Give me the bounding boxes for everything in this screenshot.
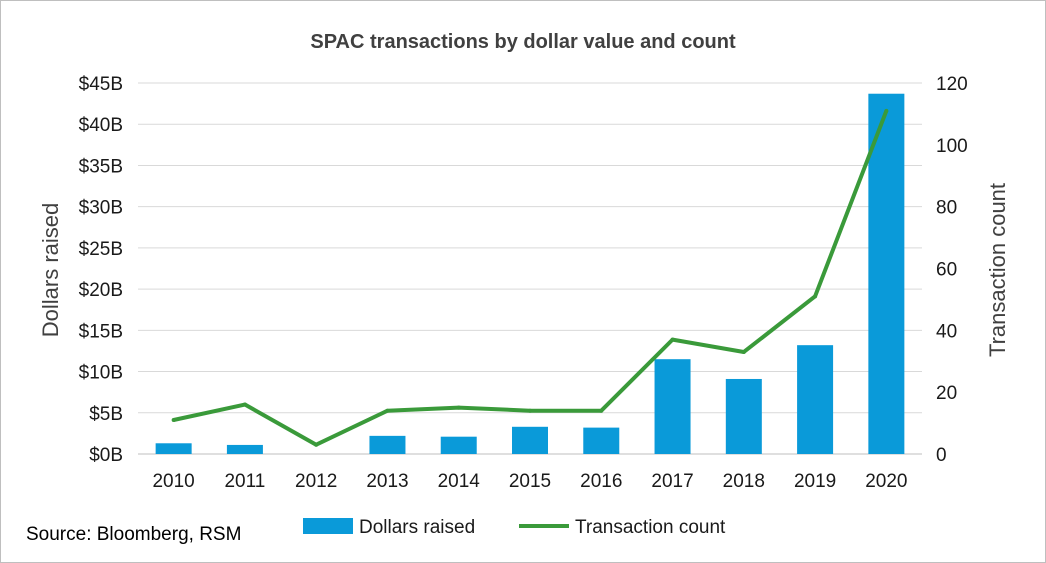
left-tick-label: $10B	[79, 363, 123, 384]
right-axis-title: Transaction count	[985, 183, 1010, 357]
bar-2013	[369, 435, 406, 454]
line-point-2016	[599, 408, 604, 413]
line-point-2010	[171, 417, 176, 422]
x-tick-label: 2011	[224, 471, 265, 492]
legend-bar-swatch	[303, 518, 353, 534]
x-tick-label: 2014	[438, 471, 481, 492]
x-tick-label: 2018	[723, 471, 765, 492]
x-tick-label: 2012	[295, 471, 337, 492]
line-point-2012	[314, 442, 319, 447]
bar-2011	[226, 444, 263, 454]
legend-label-count: Transaction count	[575, 517, 726, 538]
line-point-2014	[456, 405, 461, 410]
right-tick-label: 20	[936, 383, 957, 404]
legend: Dollars raised Transaction count	[303, 517, 726, 538]
right-axis-ticks: 0 20 40 60 80 100 120	[936, 74, 968, 466]
left-axis-title: Dollars raised	[38, 203, 63, 338]
line-point-2011	[242, 402, 247, 407]
line-point-2020	[884, 108, 889, 113]
bar-2020	[868, 93, 905, 455]
x-tick-label: 2015	[509, 471, 551, 492]
line-point-2015	[528, 408, 532, 413]
legend-label-dollars: Dollars raised	[359, 517, 475, 538]
source-note: Source: Bloomberg, RSM	[26, 524, 241, 545]
line-series	[171, 108, 889, 447]
chart-title: SPAC transactions by dollar value and co…	[310, 31, 736, 53]
bar-2010	[155, 443, 192, 454]
bar-2019	[797, 345, 834, 454]
left-tick-label: $45B	[79, 74, 123, 95]
bar-2016	[583, 427, 620, 454]
left-tick-label: $25B	[79, 239, 123, 260]
x-tick-label: 2013	[366, 471, 408, 492]
line-point-2019	[813, 294, 818, 299]
right-tick-label: 40	[936, 321, 957, 342]
left-tick-label: $15B	[79, 321, 123, 342]
bar-2015	[512, 426, 548, 454]
left-tick-label: $35B	[79, 156, 123, 177]
right-tick-label: 80	[936, 198, 957, 219]
bar-2017	[654, 359, 691, 454]
gridlines	[138, 82, 922, 455]
x-axis-ticks: 2010 2011 2012 2013 2014 2015 2016 2017 2018 2019…	[152, 471, 907, 492]
x-tick-label: 2016	[580, 471, 622, 492]
line-point-2018	[741, 349, 746, 354]
x-tick-label: 2017	[651, 471, 693, 492]
transaction-count-line	[173, 110, 889, 447]
left-tick-label: $40B	[79, 115, 123, 136]
bar-2014	[440, 436, 477, 454]
left-tick-label: $0B	[89, 445, 123, 466]
bar-series	[155, 93, 905, 455]
right-tick-label: 0	[936, 445, 947, 466]
left-tick-label: $30B	[79, 198, 123, 219]
right-tick-label: 100	[936, 136, 968, 157]
x-tick-label: 2019	[794, 471, 836, 492]
left-tick-label: $20B	[79, 280, 123, 301]
bar-2018	[725, 378, 762, 454]
left-tick-label: $5B	[89, 404, 123, 425]
left-axis-ticks: $0B $5B $10B $15B $20B $25B $30B $35B $40B $45B	[79, 74, 123, 466]
line-point-2017	[670, 337, 675, 342]
x-tick-label: 2010	[152, 471, 194, 492]
right-tick-label: 120	[936, 74, 968, 95]
x-tick-label: 2020	[865, 471, 907, 492]
right-tick-label: 60	[936, 260, 957, 281]
line-point-2013	[385, 408, 390, 413]
